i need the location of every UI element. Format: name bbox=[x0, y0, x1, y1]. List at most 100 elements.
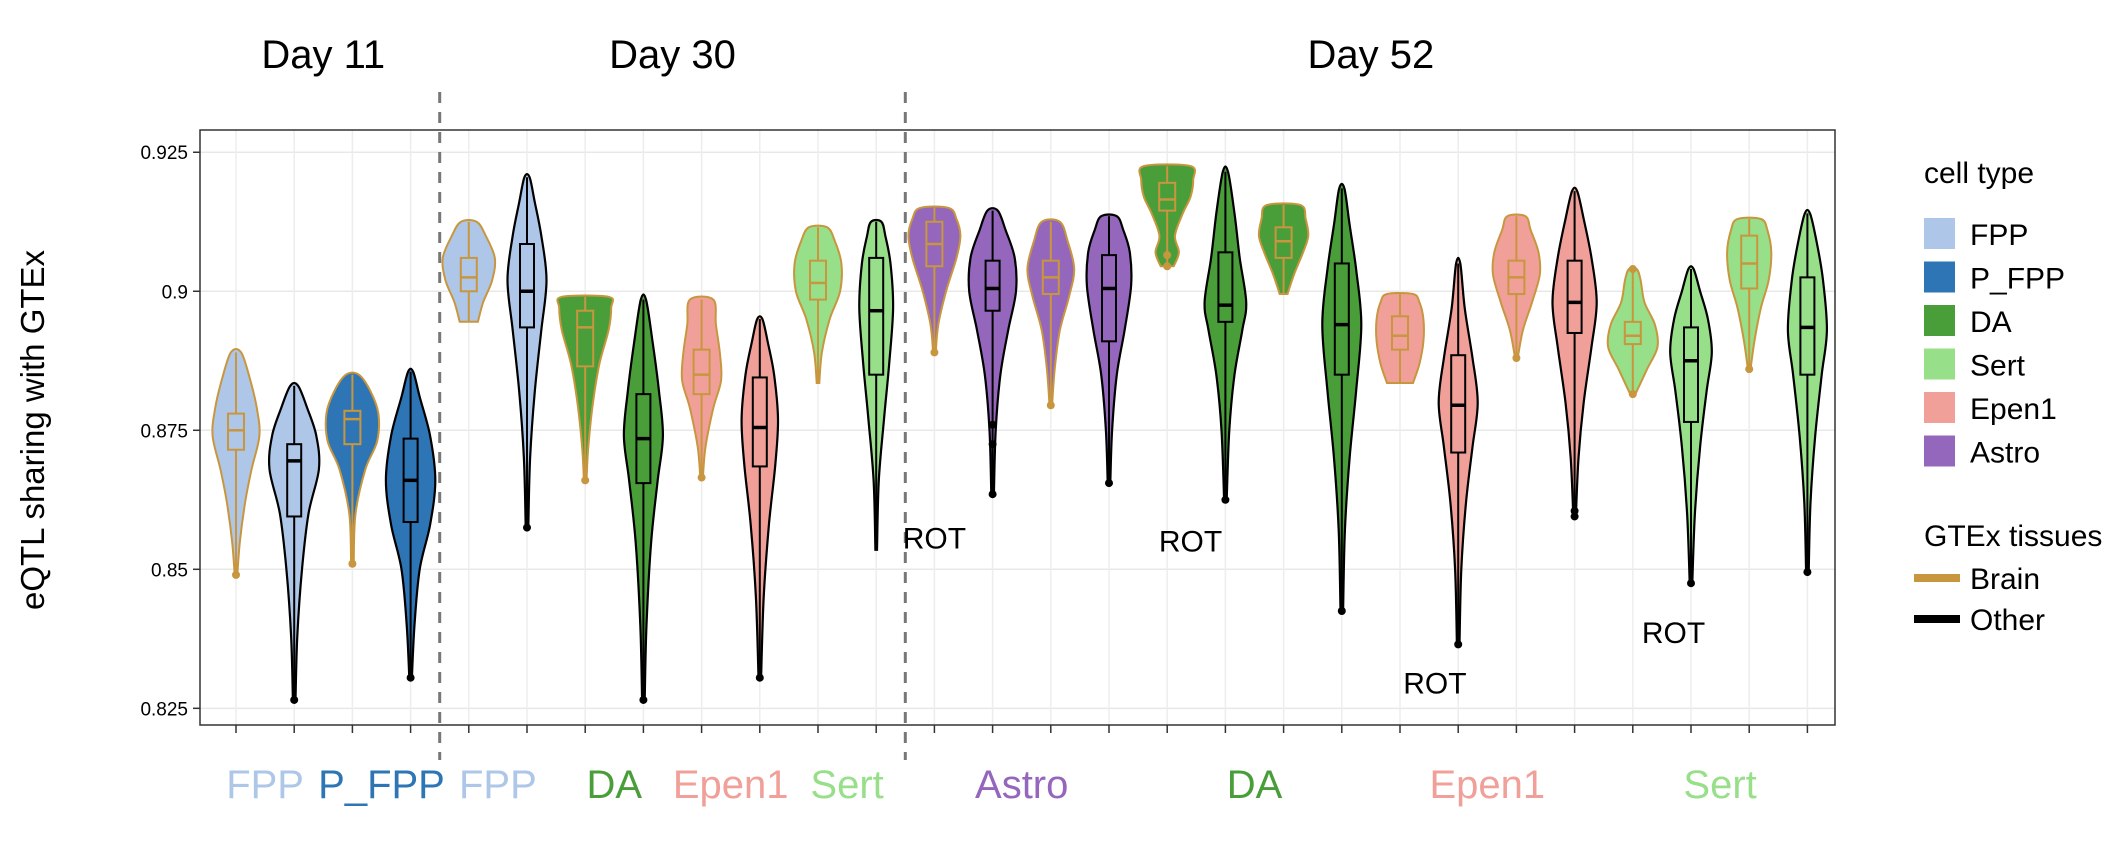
violin-body bbox=[1375, 292, 1425, 384]
violin-outlier bbox=[988, 420, 997, 429]
violin-outlier bbox=[755, 673, 764, 682]
violin-outlier bbox=[406, 673, 415, 682]
violin-box bbox=[459, 256, 478, 293]
legend-label: Brain bbox=[1970, 563, 2040, 596]
violin-outlier bbox=[1046, 401, 1055, 410]
violin-9 bbox=[740, 315, 780, 682]
rot-annotation: ROT bbox=[1642, 617, 1705, 650]
violin-box bbox=[286, 443, 303, 518]
violin-2 bbox=[324, 371, 381, 568]
rot-annotation: ROT bbox=[1159, 525, 1222, 558]
violin-16 bbox=[1138, 163, 1197, 271]
violins bbox=[211, 163, 1829, 704]
x-axis: FPP P_FPP FPP DA Epen1 Sert Astro DA Epen1 Sert bbox=[226, 725, 1809, 807]
violin-outlier bbox=[348, 559, 357, 568]
violin-body bbox=[680, 295, 723, 479]
legend-label: Astro bbox=[1970, 437, 2040, 470]
violin-outlier bbox=[1163, 251, 1172, 260]
violin-box bbox=[984, 259, 1001, 312]
x-group-label: DA bbox=[587, 763, 643, 807]
violin-body bbox=[441, 219, 497, 323]
violin-22 bbox=[1491, 213, 1542, 362]
violin-box bbox=[868, 256, 885, 376]
violin-outlier bbox=[523, 523, 531, 532]
violin-11 bbox=[858, 218, 895, 551]
violin-1 bbox=[267, 381, 321, 704]
violin-5 bbox=[506, 173, 548, 532]
violin-18 bbox=[1257, 202, 1310, 295]
violin-outlier bbox=[988, 490, 997, 499]
rot-annotation: ROT bbox=[1403, 667, 1466, 700]
x-group-label: P_FPP bbox=[318, 763, 445, 807]
x-group-label: Astro bbox=[975, 763, 1068, 807]
violin-3 bbox=[384, 367, 437, 682]
violin-box bbox=[692, 348, 711, 396]
violin-outlier bbox=[1105, 479, 1113, 488]
y-tick-label: 0.925 bbox=[140, 143, 188, 164]
panel-title: Day 52 bbox=[1308, 33, 1435, 77]
x-group-label: Epen1 bbox=[1429, 763, 1545, 807]
violin-box bbox=[751, 376, 768, 468]
violin-box bbox=[1158, 181, 1177, 212]
annotations: ROT ROT ROT ROT bbox=[903, 523, 1705, 701]
violin-6 bbox=[556, 294, 615, 485]
violin-4 bbox=[441, 219, 497, 323]
x-group-label: FPP bbox=[226, 763, 304, 807]
plot-frame bbox=[199, 129, 1836, 726]
violin-box bbox=[576, 309, 595, 368]
violin-outlier bbox=[1570, 506, 1579, 515]
violin-box bbox=[1101, 254, 1117, 343]
violin-outlier bbox=[1803, 568, 1812, 577]
x-group-label: FPP bbox=[459, 763, 537, 807]
violin-box bbox=[1740, 234, 1759, 290]
violin-box bbox=[1333, 262, 1350, 376]
panel-dividers bbox=[438, 92, 907, 760]
violin-14 bbox=[1026, 218, 1076, 410]
violin-10 bbox=[793, 224, 843, 384]
violin-outlier bbox=[697, 473, 706, 482]
y-axis-title: eQTL sharing with GTEx bbox=[14, 249, 51, 610]
gridlines bbox=[200, 130, 1835, 725]
violin-outlier bbox=[290, 695, 299, 704]
violin-outlier bbox=[1628, 265, 1637, 274]
violin-outlier bbox=[1687, 579, 1695, 588]
violin-outlier bbox=[1454, 640, 1463, 649]
violin-27 bbox=[1786, 208, 1829, 577]
legend-label: FPP bbox=[1970, 219, 2028, 252]
legend-label: P_FPP bbox=[1970, 263, 2065, 296]
legend-swatch bbox=[1924, 348, 1955, 380]
legend-title: cell type bbox=[1924, 157, 2034, 190]
violin-19 bbox=[1321, 182, 1363, 616]
panel-title: Day 30 bbox=[609, 33, 736, 77]
violin-12 bbox=[907, 205, 962, 357]
violin-outlier bbox=[1337, 607, 1346, 616]
violin-box bbox=[809, 259, 827, 301]
violin-23 bbox=[1551, 186, 1598, 521]
violin-8 bbox=[680, 295, 723, 482]
panel-title: Day 11 bbox=[261, 33, 385, 77]
violin-20 bbox=[1375, 292, 1425, 384]
violin-13 bbox=[967, 207, 1018, 499]
violin-outlier bbox=[639, 695, 648, 704]
legend-label: Other bbox=[1970, 604, 2045, 637]
y-tick-label: 0.85 bbox=[151, 560, 188, 581]
x-group-label: Sert bbox=[1683, 763, 1756, 807]
violin-outlier bbox=[1745, 365, 1754, 374]
y-tick-label: 0.9 bbox=[162, 282, 188, 303]
violin-outlier bbox=[930, 348, 939, 357]
violin-26 bbox=[1726, 216, 1773, 374]
violin-25 bbox=[1669, 265, 1713, 588]
violin-24 bbox=[1606, 265, 1659, 399]
rot-annotation: ROT bbox=[903, 523, 966, 556]
violin-box bbox=[1391, 315, 1409, 351]
violin-7 bbox=[622, 293, 665, 704]
legend-swatch bbox=[1924, 261, 1955, 293]
y-tick-label: 0.825 bbox=[140, 699, 188, 720]
violin-15 bbox=[1085, 213, 1133, 488]
violin-outlier bbox=[1512, 353, 1521, 362]
violin-17 bbox=[1203, 165, 1248, 504]
y-tick-label: 0.875 bbox=[140, 421, 188, 442]
legend-title: GTEx tissues bbox=[1924, 520, 2102, 553]
legend-label: DA bbox=[1970, 306, 2012, 339]
panel-labels: Day 11 Day 30 Day 52 bbox=[261, 33, 1434, 77]
